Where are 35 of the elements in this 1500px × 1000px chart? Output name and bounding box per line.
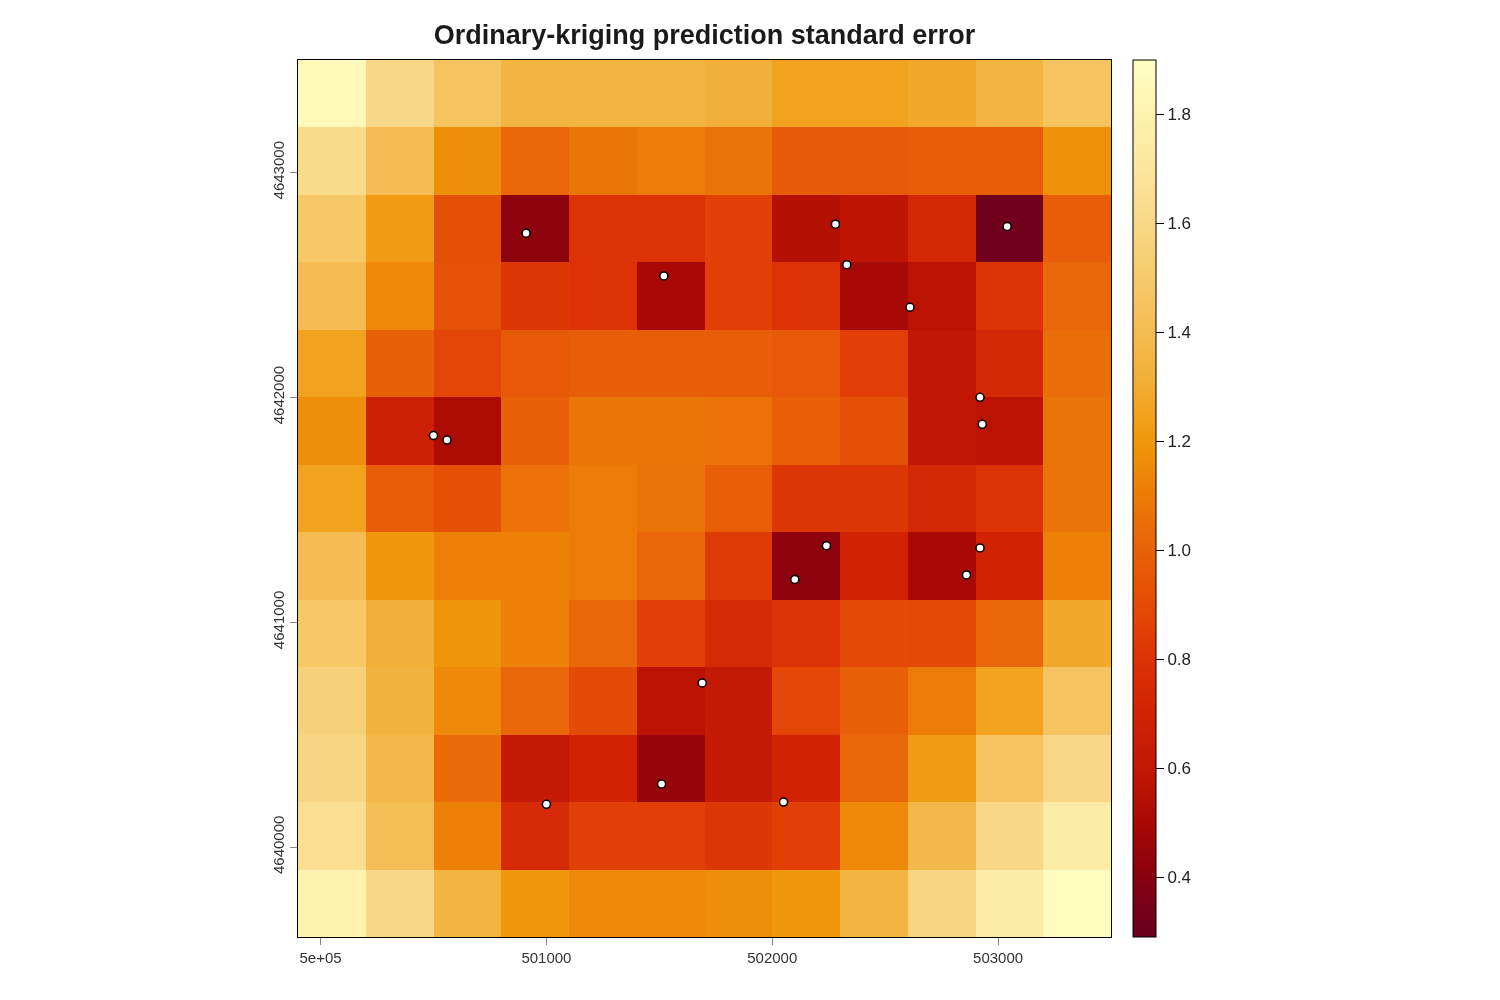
point [790,574,800,585]
point [830,219,841,229]
x-tick-label: 503000 [973,949,1024,967]
color-bar-label: 1.8 [1167,105,1192,125]
color-bar-label: 0.4 [1167,868,1192,888]
chart-title: Ordinary-kriging prediction standard error [433,20,976,51]
y-tick-label: 4643000 [269,140,287,200]
point [977,419,988,430]
color-bar-label: 1.0 [1167,541,1192,561]
point [778,797,789,807]
x-tick-label: 5e+05 [299,949,342,967]
x-tick-label: 501000 [521,949,572,967]
point [975,392,985,403]
color-bar-label: 1.6 [1167,214,1192,234]
y-tick-label: 4642000 [269,365,287,425]
point [442,435,452,445]
point [842,259,852,270]
point [821,540,832,551]
point [656,779,667,789]
y-tick-label: 4641000 [269,590,287,650]
point [1002,221,1012,232]
point [541,799,552,810]
point [961,570,972,580]
point [975,543,985,553]
x-tick-label: 502000 [747,949,798,967]
color-bar-label: 0.8 [1167,650,1192,670]
color-bar-label: 1.4 [1167,323,1192,343]
point [697,678,707,688]
point [659,271,669,281]
color-bar-label: 1.2 [1167,432,1192,452]
point [521,228,531,238]
point [428,430,439,441]
point [905,302,915,313]
color-bar-label: 0.6 [1167,759,1192,779]
y-tick-label: 4640000 [269,815,287,874]
